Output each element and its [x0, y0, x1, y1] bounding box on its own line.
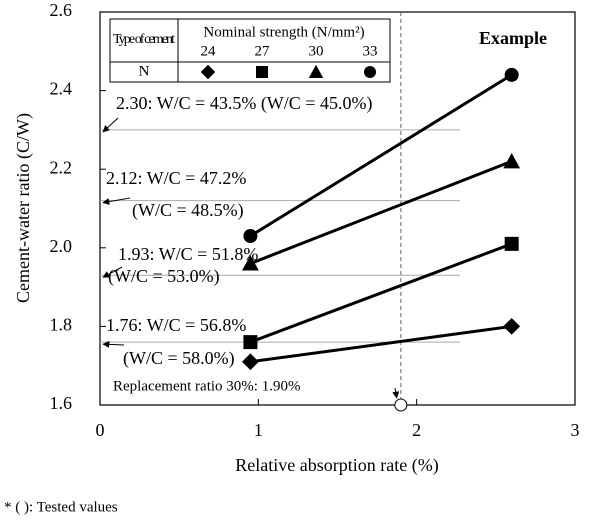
legend-header: Nominal strength (N/mm²) [203, 24, 364, 40]
y-tick-label: 2.6 [50, 0, 73, 20]
legend-label: 24 [201, 43, 217, 59]
series-line [249, 73, 513, 238]
arrow [102, 197, 131, 206]
reference-label: 2.30: W/C = 43.5% (W/C = 45.0%) [116, 93, 372, 114]
legend-marker [256, 66, 268, 78]
reference-label: 2.12: W/C = 47.2% [106, 168, 246, 188]
data-point [242, 353, 259, 371]
legend-marker [364, 66, 376, 78]
example-label: Example [479, 28, 547, 48]
y-tick-label: 2.4 [50, 79, 73, 99]
legend-row-label: N [139, 63, 150, 79]
x-axis-label: Relative absorption rate (%) [235, 455, 438, 476]
y-axis-label: Cement-water ratio (C/W) [13, 113, 34, 303]
data-point [243, 229, 258, 244]
arrow [392, 387, 400, 399]
legend-label: 33 [363, 43, 378, 59]
footnote: * ( ): Tested values [4, 499, 118, 515]
series-line [250, 324, 512, 364]
arrow [102, 340, 125, 348]
y-tick-label: 2.2 [50, 157, 73, 177]
data-point [243, 335, 258, 350]
x-tick-label: 3 [571, 420, 580, 440]
y-tick-label: 1.6 [50, 393, 73, 413]
reference-label: (W/C = 48.5%) [132, 200, 244, 221]
arrow [102, 266, 123, 278]
legend-marker [200, 64, 216, 80]
reference-vline-label: Replacement ratio 30%: 1.90% [113, 378, 300, 394]
series-line [249, 159, 513, 265]
reference-label: 1.76: W/C = 56.8% [106, 315, 246, 335]
x-tick-label: 1 [254, 420, 263, 440]
plot-frame [99, 11, 576, 406]
data-point [504, 236, 519, 251]
data-point [503, 152, 521, 169]
reference-point [394, 398, 408, 412]
arrow [102, 117, 119, 133]
legend-box [109, 18, 391, 83]
y-tick-label: 2.0 [50, 236, 73, 256]
series-line [249, 242, 513, 344]
reference-label: 1.93: W/C = 51.8% [118, 244, 258, 264]
x-tick-label: 2 [412, 420, 421, 440]
legend-header: Type of cement [113, 32, 175, 47]
data-point [504, 67, 519, 82]
data-point [503, 318, 521, 335]
reference-label: (W/C = 53.0%) [108, 266, 220, 287]
legend-label: 27 [255, 43, 271, 59]
x-tick-label: 0 [96, 420, 105, 440]
legend-marker [308, 64, 324, 78]
data-point [242, 255, 259, 271]
y-tick-label: 1.8 [50, 315, 73, 335]
legend-label: 30 [309, 43, 324, 59]
reference-label: (W/C = 58.0%) [123, 348, 235, 369]
